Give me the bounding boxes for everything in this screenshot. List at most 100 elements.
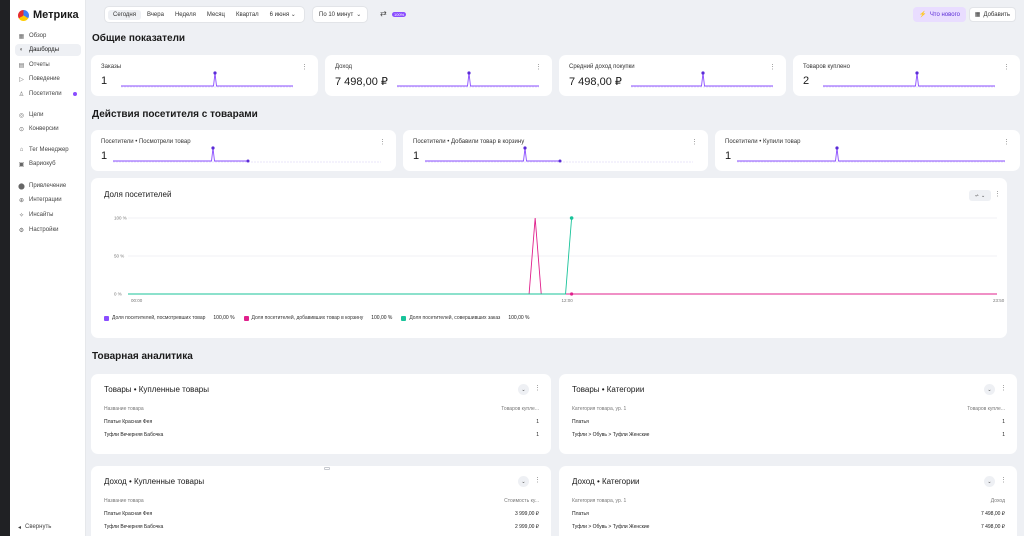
period-quarter[interactable]: Квартал: [235, 11, 259, 18]
sidebar-item-label: Дашборды: [29, 47, 59, 53]
chart-icon: ⩫: [974, 192, 979, 199]
period-today[interactable]: Сегодня: [108, 9, 141, 20]
sidebar-item-label: Цели: [29, 112, 44, 118]
table-cell[interactable]: Платья: [572, 511, 589, 517]
action-card-2: Посетители • Купили товар 1 ⋮: [715, 130, 1020, 171]
legend-item-0[interactable]: Доля посетителей, посмотревших товар 100,…: [104, 315, 235, 321]
chevron-down-icon: ⌄: [290, 12, 296, 18]
kpi-value: 2: [803, 75, 810, 87]
traffic-icon: ⬤: [18, 183, 25, 190]
kpi-card-2: Средний доход покупки 7 498,00 ₽ ⋮: [559, 55, 786, 96]
legend-value: 100,00 %: [213, 315, 235, 321]
sidebar-item-10[interactable]: ⊕ Интеграции: [15, 194, 81, 206]
more-icon[interactable]: ⋮: [534, 385, 541, 392]
table-cell[interactable]: Туфли Вечерняя Бабочка: [104, 432, 164, 438]
column-header[interactable]: Категория товара, ур. 1: [572, 406, 627, 412]
kpi-value: 1: [413, 150, 420, 162]
more-icon[interactable]: ⋮: [691, 139, 698, 146]
period-week[interactable]: Неделя: [174, 11, 196, 18]
table-cell[interactable]: Платья: [572, 419, 589, 425]
column-header[interactable]: Название товара: [104, 498, 144, 504]
column-header[interactable]: Название товара: [104, 406, 144, 412]
table-title: Товары • Купленные товары: [104, 385, 209, 394]
whats-new-button[interactable]: ⚡ Что нового: [913, 7, 966, 22]
more-icon[interactable]: ⋮: [535, 64, 542, 71]
legend-item-2[interactable]: Доля посетителей, совершивших заказ 100,0…: [401, 315, 529, 321]
table-cell: 1: [536, 432, 539, 438]
more-icon[interactable]: ⋮: [379, 139, 386, 146]
legend-checkbox[interactable]: [401, 315, 407, 321]
sampling-icon[interactable]: ⇄: [380, 9, 387, 18]
more-icon[interactable]: ⋮: [994, 191, 1001, 198]
more-icon[interactable]: ⋮: [301, 64, 308, 71]
date-picker[interactable]: 6 июня ⌄: [265, 9, 301, 20]
table-cell[interactable]: Туфли > Обувь > Туфли Женские: [572, 524, 650, 530]
column-header[interactable]: Товаров купле...: [967, 406, 1005, 412]
sidebar-item-5[interactable]: ◎ Цели: [15, 109, 81, 121]
sidebar-item-11[interactable]: ✧ Инсайты: [15, 209, 81, 221]
table-cell: 7 498,00 ₽: [980, 511, 1005, 517]
table-cell[interactable]: Туфли > Обувь > Туфли Женские: [572, 432, 650, 438]
topbar: Сегодня Вчера Неделя Месяц Квартал 6 июн…: [86, 0, 1024, 30]
legend-value: 100,00 %: [371, 315, 393, 321]
collapse-sidebar-button[interactable]: ◂ Свернуть: [18, 524, 51, 531]
kpi-value: 7 498,00 ₽: [335, 76, 388, 88]
chevron-down-icon: ⌄: [356, 12, 362, 18]
section-title-actions: Действия посетителя с товарами: [92, 109, 258, 120]
chevron-down-icon[interactable]: ⌄: [518, 384, 529, 395]
kpi-card-0: Заказы 1 ⋮: [91, 55, 318, 96]
sidebar-item-8[interactable]: ▣ Вариокуб: [15, 158, 81, 170]
table-cell[interactable]: Платье Красная Фея: [104, 419, 153, 425]
column-header[interactable]: Стоимость ку...: [504, 498, 539, 504]
legend-checkbox[interactable]: [104, 315, 109, 321]
more-icon[interactable]: ⋮: [1000, 385, 1007, 392]
sidebar-item-0[interactable]: ▦ Обзор: [15, 30, 81, 42]
column-header[interactable]: Товаров купле...: [501, 406, 539, 412]
sidebar-item-label: Инсайты: [29, 212, 54, 218]
sparkline: [425, 146, 693, 163]
chevron-down-icon[interactable]: ⌄: [984, 384, 995, 395]
period-month[interactable]: Месяц: [206, 11, 225, 18]
resize-handle[interactable]: [324, 467, 330, 470]
sidebar-item-2[interactable]: ▤ Отчеты: [15, 59, 81, 71]
more-icon[interactable]: ⋮: [534, 477, 541, 484]
metrika-logo-icon: [18, 9, 29, 21]
table-cell[interactable]: Платье Красная Фея: [104, 511, 153, 517]
app-window: Метрика ▦ Обзор ◐ Дашборды ▤ Отчеты ▷ Поведение…: [10, 0, 1024, 536]
gear-icon: ⚙: [18, 227, 25, 234]
puzzle-icon: ⊕: [18, 197, 25, 204]
table-title: Доход • Купленные товары: [104, 477, 205, 486]
sidebar-item-9[interactable]: ⬤ Привлечение: [15, 180, 81, 192]
more-icon[interactable]: ⋮: [1003, 64, 1010, 71]
more-icon[interactable]: ⋮: [1003, 139, 1010, 146]
sidebar-item-12[interactable]: ⚙ Настройки: [15, 224, 81, 236]
table-cell[interactable]: Туфли Вечерняя Бабочка: [104, 524, 164, 530]
period-yesterday[interactable]: Вчера: [147, 11, 164, 18]
sidebar-item-1[interactable]: ◐ Дашборды: [15, 44, 81, 56]
action-card-0: Посетители • Посмотрели товар 1 ⋮: [91, 130, 396, 171]
kpi-value: 1: [101, 150, 108, 162]
legend-label: Доля посетителей, посмотревших товар: [112, 315, 206, 321]
kpi-label: Посетители • Добавили товар в корзину: [413, 139, 525, 145]
more-icon[interactable]: ⋮: [1000, 477, 1007, 484]
add-button[interactable]: ▦ Добавить: [968, 7, 1016, 22]
more-icon[interactable]: ⋮: [769, 64, 776, 71]
granularity-select[interactable]: По 10 минут ⌄: [312, 6, 369, 23]
logo[interactable]: Метрика: [18, 9, 79, 21]
sidebar-item-3[interactable]: ▷ Поведение: [15, 73, 81, 85]
funnel-icon: ⊙: [18, 126, 25, 133]
kpi-value: 1: [725, 150, 732, 162]
column-header[interactable]: Доход: [990, 498, 1005, 504]
chevron-down-icon[interactable]: ⌄: [518, 476, 529, 487]
sparkline-peak: [523, 146, 527, 150]
sidebar-item-7[interactable]: ⌂ Тег Менеджер: [15, 144, 81, 156]
chart-type-toggle[interactable]: ⩫ ⌄: [969, 190, 991, 201]
kpi-card-3: Товаров куплено 2 ⋮: [793, 55, 1020, 96]
sidebar-item-4[interactable]: ♙ Посетители: [15, 88, 81, 100]
legend-item-1[interactable]: Доля посетителей, добавивших товар в кор…: [243, 315, 393, 321]
sidebar-item-6[interactable]: ⊙ Конверсии: [15, 123, 81, 135]
chevron-down-icon[interactable]: ⌄: [984, 476, 995, 487]
column-header[interactable]: Категория товара, ур. 1: [572, 498, 627, 504]
legend-checkbox[interactable]: [243, 315, 249, 321]
sparkline-peak: [701, 71, 705, 75]
